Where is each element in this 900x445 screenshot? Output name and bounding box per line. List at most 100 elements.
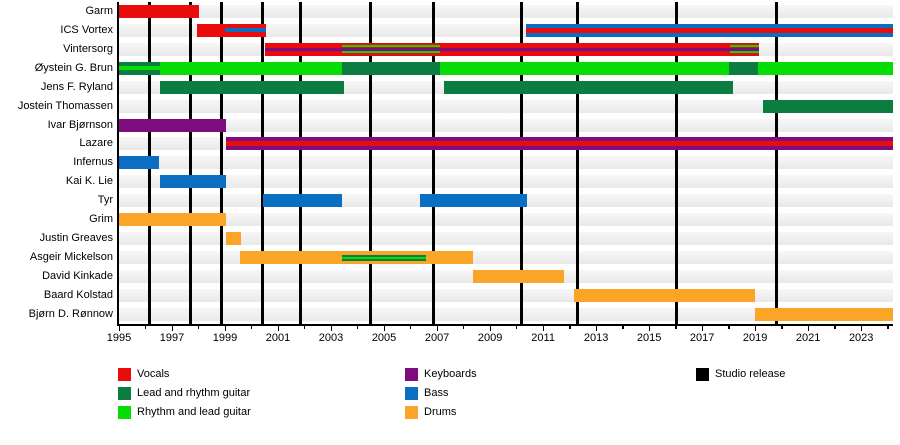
studio-release-line bbox=[431, 2, 435, 324]
row-label: Øystein G. Brun bbox=[34, 61, 113, 74]
axis-minor-tick bbox=[145, 326, 147, 329]
axis-tick-label: 1995 bbox=[106, 332, 132, 344]
row-label: ICS Vortex bbox=[60, 23, 113, 36]
row-band bbox=[119, 307, 893, 321]
member-bar-stripe bbox=[341, 256, 427, 259]
member-bar bbox=[443, 80, 733, 94]
member-bar bbox=[119, 156, 159, 170]
row-label: Bjørn D. Rønnow bbox=[28, 307, 113, 320]
row-label: Garm bbox=[85, 4, 114, 17]
row-label: Baard Kolstad bbox=[43, 289, 113, 302]
axis-minor-tick bbox=[728, 326, 730, 329]
studio-release-line bbox=[260, 2, 264, 324]
studio-release-line bbox=[576, 2, 580, 324]
axis-major-tick bbox=[542, 326, 544, 331]
axis-tick-label: 2019 bbox=[742, 332, 768, 344]
row-label: Lazare bbox=[79, 137, 113, 150]
plot-area bbox=[119, 2, 893, 324]
axis-tick-label: 2007 bbox=[424, 332, 450, 344]
axis-tick-label: 2017 bbox=[689, 332, 715, 344]
axis-minor-tick bbox=[198, 326, 200, 329]
studio-release-line bbox=[369, 2, 373, 324]
studio-release-line bbox=[520, 2, 524, 324]
row-label: David Kinkade bbox=[42, 270, 113, 283]
legend: Vocals Lead and rhythm guitar Rhythm and l… bbox=[0, 360, 900, 445]
row-label: Jostein Thomassen bbox=[17, 99, 113, 112]
legend-swatch bbox=[696, 368, 709, 381]
axis-minor-tick bbox=[675, 326, 677, 329]
row-label: Grim bbox=[89, 213, 113, 226]
axis-minor-tick bbox=[516, 326, 518, 329]
axis-minor-tick bbox=[622, 326, 624, 329]
axis-tick-label: 2005 bbox=[371, 332, 397, 344]
legend-swatch bbox=[405, 368, 418, 381]
legend-label: Rhythm and lead guitar bbox=[137, 406, 251, 418]
row-band bbox=[119, 99, 893, 113]
axis-minor-tick bbox=[569, 326, 571, 329]
axis-major-tick bbox=[224, 326, 226, 331]
axis-minor-tick bbox=[251, 326, 253, 329]
axis-major-tick bbox=[171, 326, 173, 331]
axis-major-tick bbox=[754, 326, 757, 331]
member-bar bbox=[757, 61, 893, 75]
x-axis-line bbox=[117, 324, 893, 326]
member-bar-stripe bbox=[341, 45, 440, 48]
axis-major-tick bbox=[648, 326, 651, 331]
member-bar bbox=[755, 307, 893, 321]
row-band bbox=[119, 156, 893, 170]
legend-label: Drums bbox=[424, 406, 457, 418]
row-label: Justin Greaves bbox=[39, 232, 113, 245]
axis-minor-tick bbox=[357, 326, 359, 329]
axis-major-tick bbox=[701, 326, 704, 331]
axis-minor-tick bbox=[410, 326, 412, 329]
legend-label: Keyboards bbox=[424, 368, 477, 380]
member-bar bbox=[119, 4, 199, 18]
axis-major-tick bbox=[860, 326, 863, 331]
axis-tick-label: 2011 bbox=[531, 332, 555, 344]
legend-swatch bbox=[118, 387, 131, 400]
axis-major-tick bbox=[118, 326, 120, 331]
studio-release-line bbox=[774, 2, 778, 324]
axis-major-tick bbox=[383, 326, 385, 331]
member-bar-stripe bbox=[264, 47, 760, 51]
row-label: Jens F. Ryland bbox=[40, 80, 113, 93]
member-bar bbox=[419, 194, 528, 208]
member-bar-stripe bbox=[226, 141, 893, 147]
member-bar-stripe bbox=[729, 45, 760, 48]
member-bar-stripe bbox=[341, 51, 440, 54]
plot-left-border bbox=[117, 2, 119, 324]
studio-release-line bbox=[219, 2, 223, 324]
row-label: Infernus bbox=[73, 156, 113, 169]
x-axis: 1995 1997 1999 2001 2003 2005 2007 2009 2011 2013… bbox=[106, 2, 893, 344]
member-bar bbox=[160, 61, 342, 75]
legend-swatch bbox=[405, 406, 418, 419]
member-bar bbox=[119, 213, 227, 227]
axis-minor-tick bbox=[781, 326, 783, 329]
member-bar bbox=[439, 61, 729, 75]
member-bar-stripe bbox=[119, 66, 161, 71]
legend-label: Lead and rhythm guitar bbox=[137, 387, 251, 399]
axis-tick-label: 1997 bbox=[159, 332, 185, 344]
member-bar bbox=[263, 194, 342, 208]
member-bar bbox=[472, 270, 565, 284]
row-band bbox=[119, 118, 893, 132]
row-band bbox=[119, 213, 893, 227]
member-bar-stripe bbox=[525, 27, 893, 33]
studio-release-line bbox=[675, 2, 679, 324]
axis-tick-label: 1999 bbox=[212, 332, 238, 344]
member-bar bbox=[728, 61, 758, 75]
row-label: Ivar Bjørnson bbox=[47, 118, 113, 131]
axis-major-tick bbox=[489, 326, 491, 331]
axis-minor-tick bbox=[887, 326, 889, 329]
row-label: Tyr bbox=[97, 194, 113, 207]
axis-major-tick bbox=[436, 326, 438, 331]
member-bar bbox=[119, 118, 227, 132]
studio-release-line bbox=[189, 2, 193, 324]
legend-swatch bbox=[118, 368, 131, 381]
row-labels-container: Garm ICS Vortex Vintersorg Øystein G. Brun J… bbox=[17, 4, 114, 320]
axis-major-tick bbox=[277, 326, 279, 331]
legend-label: Vocals bbox=[137, 368, 170, 380]
member-bar bbox=[160, 80, 345, 94]
axis-major-tick bbox=[807, 326, 810, 331]
